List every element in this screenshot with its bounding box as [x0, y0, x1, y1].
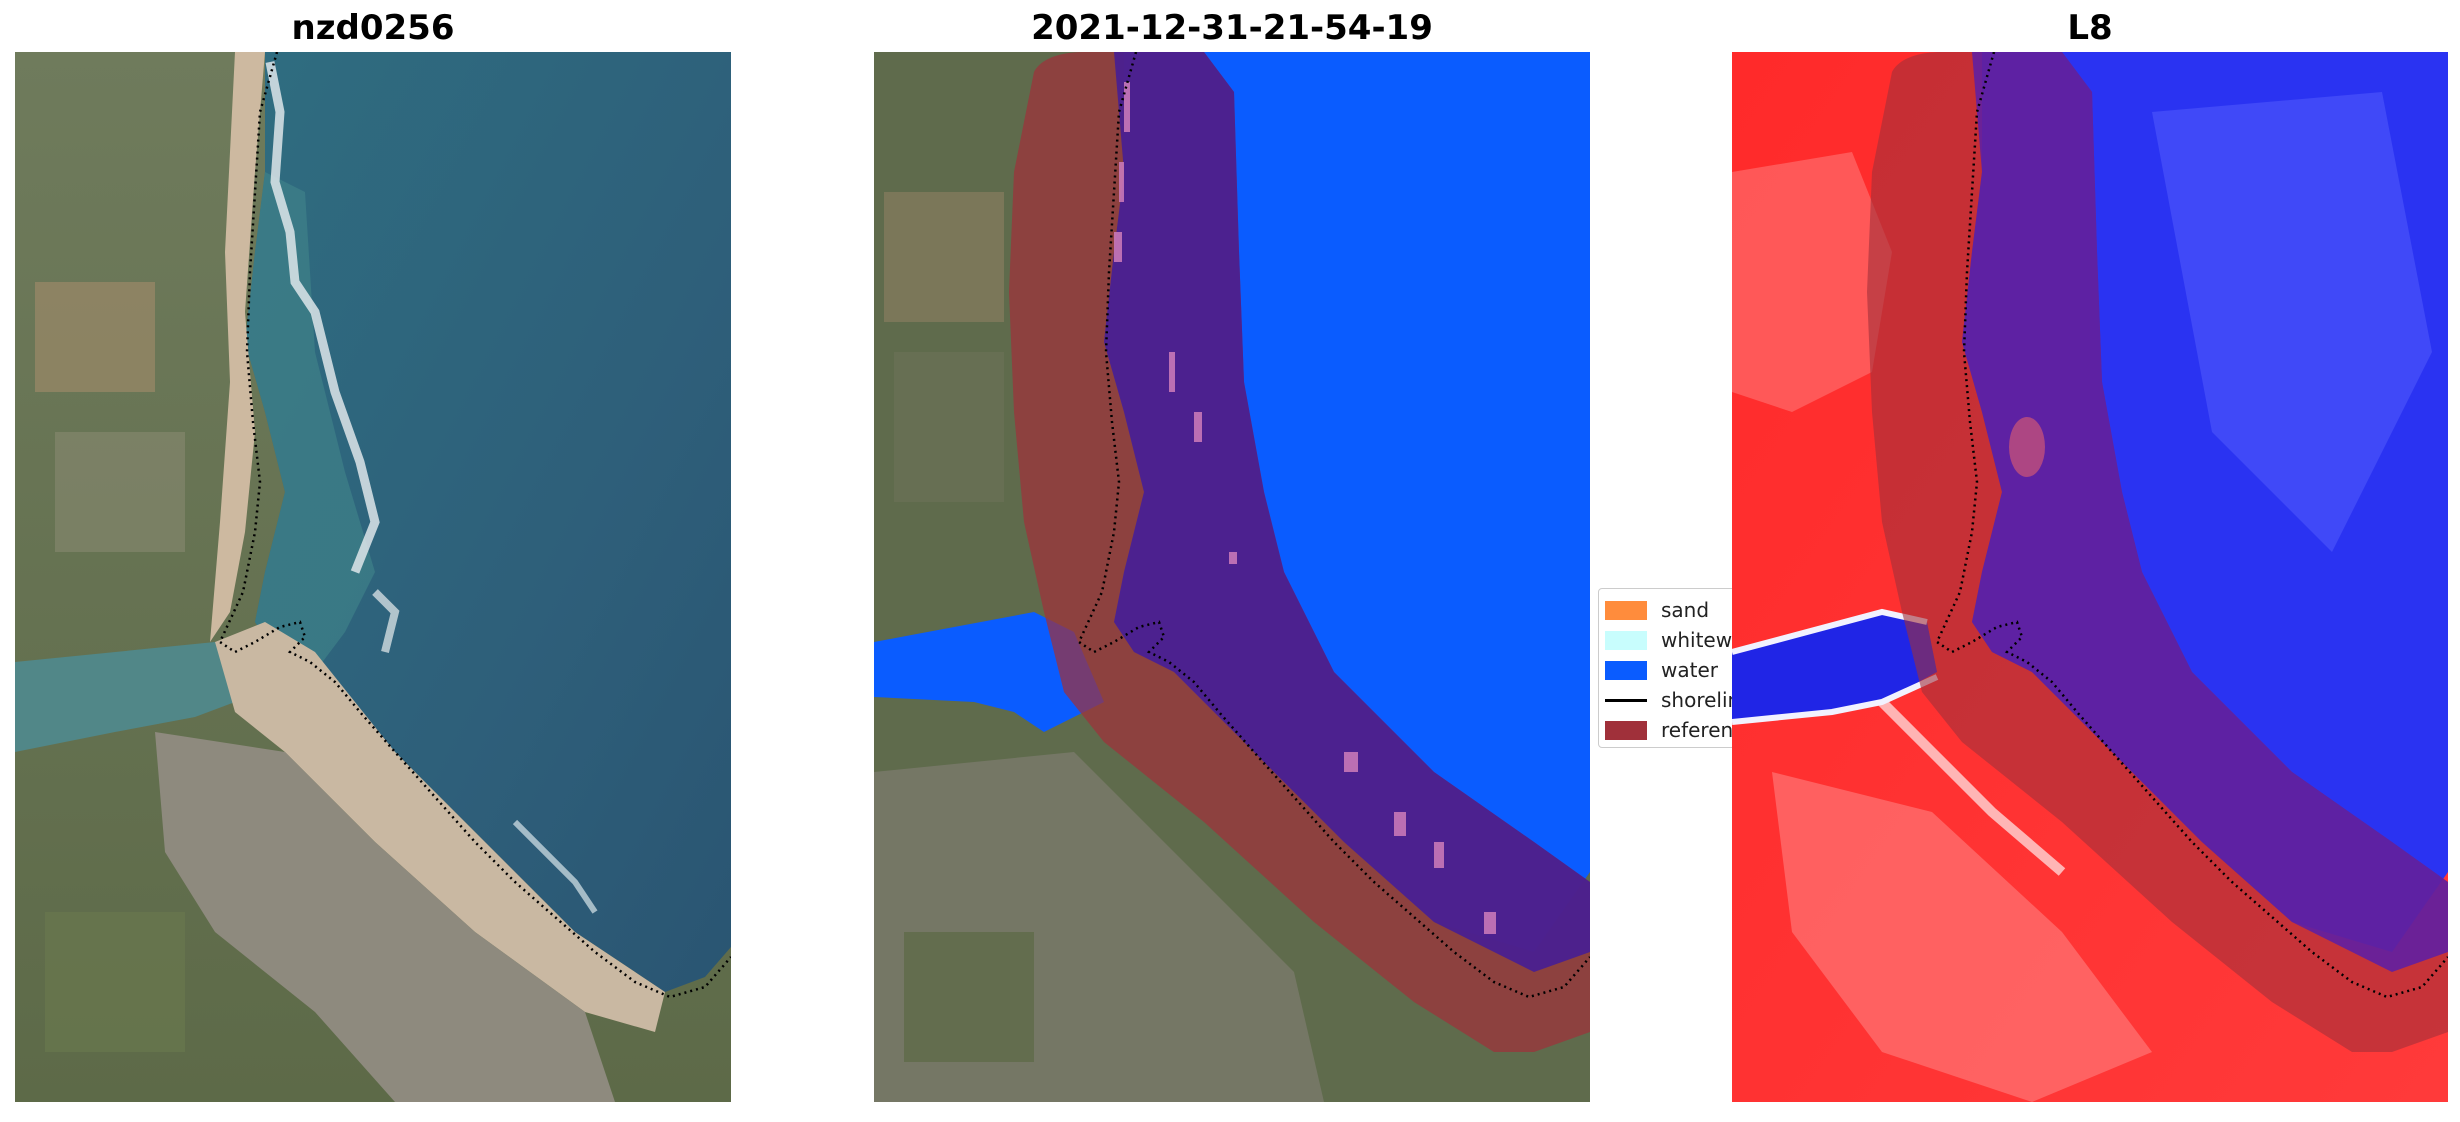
legend-item-water: water [1605, 655, 1737, 685]
legend-item-shoreline: shoreline [1605, 685, 1737, 715]
shoreline-path [1077, 52, 1590, 999]
legend-item-sand: sand [1605, 595, 1737, 625]
legend-item-reference: reference [1605, 715, 1737, 745]
panel-title-index: L8 [2067, 8, 2113, 48]
legend-swatch-shoreline [1605, 698, 1647, 702]
classification-panel [874, 52, 1590, 1102]
panel-title-rgb: nzd0256 [291, 8, 455, 48]
legend-swatch-water [1605, 660, 1647, 680]
legend-label: sand [1661, 598, 1710, 622]
index-image [1732, 52, 2448, 1102]
legend: sand whitewater water shoreline referenc… [1598, 588, 1738, 748]
legend-swatch-reference [1605, 720, 1647, 740]
legend-label: shoreline [1661, 688, 1737, 712]
legend-swatch-whitewater [1605, 630, 1647, 650]
legend-label: whitewater [1661, 628, 1737, 652]
legend-label: water [1661, 658, 1718, 682]
rgb-satellite-image [15, 52, 731, 1102]
shoreline-path [1935, 52, 2448, 999]
classification-image [874, 52, 1590, 1102]
legend-item-whitewater: whitewater [1605, 625, 1737, 655]
legend-label: reference [1661, 718, 1737, 742]
panel-title-classification: 2021-12-31-21-54-19 [1031, 8, 1433, 48]
rgb-image-panel [15, 52, 731, 1102]
shoreline-path [218, 52, 731, 999]
legend-swatch-sand [1605, 600, 1647, 620]
index-panel [1732, 52, 2448, 1102]
